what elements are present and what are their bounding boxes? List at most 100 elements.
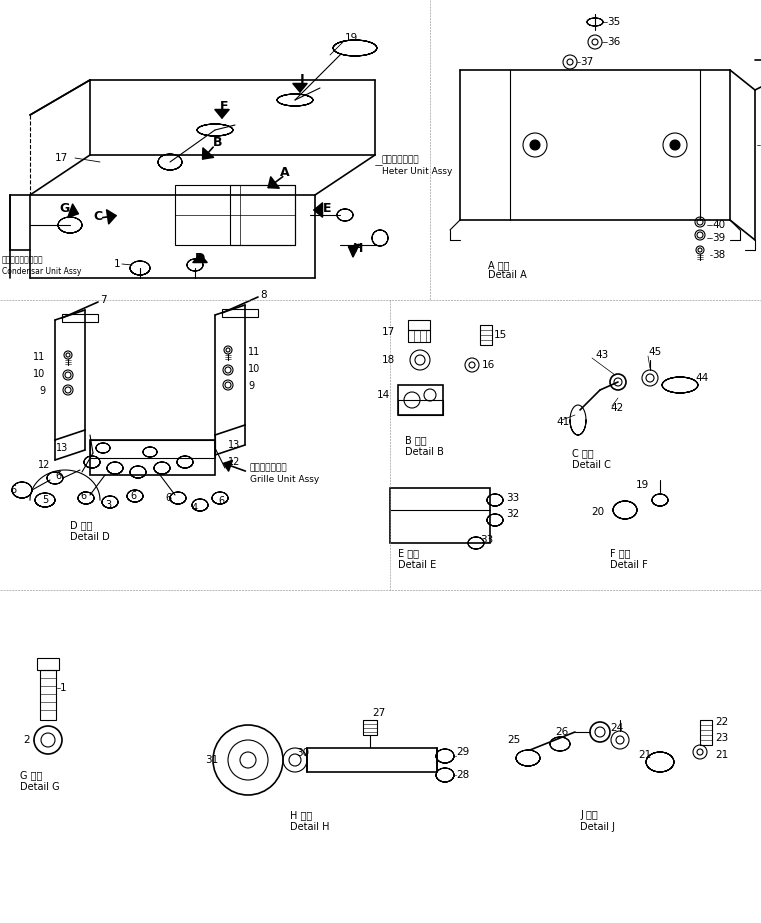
Bar bbox=[408, 330, 430, 342]
Text: D: D bbox=[195, 251, 205, 265]
Bar bbox=[90, 440, 215, 458]
Text: 16: 16 bbox=[482, 360, 495, 370]
Bar bbox=[363, 720, 377, 735]
Text: 30: 30 bbox=[296, 748, 309, 758]
Text: Detail B: Detail B bbox=[405, 447, 444, 457]
Text: 13: 13 bbox=[56, 443, 68, 453]
Text: A: A bbox=[280, 166, 290, 179]
Text: 15: 15 bbox=[494, 330, 508, 340]
Text: 22: 22 bbox=[715, 717, 728, 727]
Circle shape bbox=[530, 140, 540, 150]
Bar bbox=[37, 658, 59, 670]
Text: 45: 45 bbox=[648, 347, 661, 357]
Text: E: E bbox=[323, 201, 331, 214]
Text: 13: 13 bbox=[228, 440, 240, 450]
Text: 7: 7 bbox=[100, 295, 107, 305]
Text: Detail J: Detail J bbox=[580, 822, 615, 832]
Text: J 詳細: J 詳細 bbox=[580, 810, 597, 820]
Text: 25: 25 bbox=[507, 735, 520, 745]
Text: J: J bbox=[300, 74, 304, 87]
Text: 19: 19 bbox=[636, 480, 649, 490]
Text: 14: 14 bbox=[377, 390, 390, 400]
Text: 35: 35 bbox=[607, 17, 620, 27]
Text: 27: 27 bbox=[372, 708, 385, 718]
Text: 11: 11 bbox=[33, 352, 45, 362]
Text: B 詳細: B 詳細 bbox=[405, 435, 427, 445]
Text: 6: 6 bbox=[10, 485, 16, 495]
Text: 12: 12 bbox=[37, 460, 50, 470]
Bar bbox=[90, 440, 215, 475]
Text: 6: 6 bbox=[130, 491, 136, 501]
Bar bbox=[40, 670, 56, 720]
Bar bbox=[700, 720, 712, 745]
Text: 10: 10 bbox=[248, 364, 260, 374]
Text: 10: 10 bbox=[33, 369, 45, 379]
Text: 5: 5 bbox=[42, 495, 48, 505]
Text: 39: 39 bbox=[712, 233, 725, 243]
Text: G: G bbox=[60, 201, 70, 214]
Text: Detail H: Detail H bbox=[290, 822, 330, 832]
Text: 42: 42 bbox=[610, 403, 623, 413]
Text: D 詳細: D 詳細 bbox=[70, 520, 93, 530]
Text: Heter Unit Assy: Heter Unit Assy bbox=[382, 167, 452, 176]
Text: 26: 26 bbox=[555, 727, 568, 737]
Text: C: C bbox=[94, 210, 103, 223]
Text: 19: 19 bbox=[345, 33, 358, 43]
Bar bbox=[230, 185, 295, 245]
Text: Detail D: Detail D bbox=[70, 532, 110, 542]
Text: 2: 2 bbox=[24, 735, 30, 745]
Text: 17: 17 bbox=[55, 153, 68, 163]
Bar bbox=[222, 309, 258, 317]
Circle shape bbox=[670, 140, 680, 150]
Text: 37: 37 bbox=[580, 57, 594, 67]
Text: 9: 9 bbox=[39, 386, 45, 396]
Text: Condensar Unit Assy: Condensar Unit Assy bbox=[2, 267, 81, 275]
Text: 40: 40 bbox=[712, 220, 725, 230]
Text: コンデンサユニット: コンデンサユニット bbox=[2, 256, 43, 265]
Text: Detail C: Detail C bbox=[572, 460, 611, 470]
Text: 41: 41 bbox=[556, 417, 569, 427]
Bar bbox=[398, 385, 443, 415]
Text: 12: 12 bbox=[228, 457, 240, 467]
Text: グリルユニット: グリルユニット bbox=[250, 463, 288, 473]
Text: Detail G: Detail G bbox=[20, 782, 59, 792]
Text: 18: 18 bbox=[382, 355, 395, 365]
Text: Grille Unit Assy: Grille Unit Assy bbox=[250, 475, 320, 485]
Text: 34: 34 bbox=[760, 140, 761, 150]
Text: 11: 11 bbox=[248, 347, 260, 357]
Bar bbox=[390, 488, 490, 543]
Text: 6: 6 bbox=[165, 493, 171, 503]
Text: C 詳細: C 詳細 bbox=[572, 448, 594, 458]
Text: ヒータユニット: ヒータユニット bbox=[382, 155, 419, 164]
Text: 6: 6 bbox=[80, 491, 86, 501]
Text: G 詳細: G 詳細 bbox=[20, 770, 43, 780]
Text: 20: 20 bbox=[591, 507, 604, 517]
Text: 33: 33 bbox=[480, 535, 493, 545]
Text: Detail A: Detail A bbox=[488, 270, 527, 280]
Text: 29: 29 bbox=[456, 747, 470, 757]
Text: 31: 31 bbox=[205, 755, 218, 765]
Text: H 詳細: H 詳細 bbox=[290, 810, 312, 820]
Text: 1: 1 bbox=[60, 683, 67, 693]
Text: 36: 36 bbox=[607, 37, 620, 47]
Text: 44: 44 bbox=[695, 373, 708, 383]
Text: B: B bbox=[213, 137, 223, 150]
Text: 4: 4 bbox=[192, 503, 198, 513]
Text: 8: 8 bbox=[260, 290, 266, 300]
Bar bbox=[175, 185, 295, 245]
Text: 1: 1 bbox=[113, 259, 120, 269]
Text: 6: 6 bbox=[55, 471, 61, 481]
Text: 43: 43 bbox=[595, 350, 608, 360]
Text: 3: 3 bbox=[105, 500, 111, 510]
Text: 21: 21 bbox=[638, 750, 651, 760]
Text: 24: 24 bbox=[610, 723, 623, 733]
Text: 21: 21 bbox=[715, 750, 728, 760]
Text: 38: 38 bbox=[712, 250, 725, 260]
Bar bbox=[62, 314, 98, 322]
Text: 32: 32 bbox=[506, 509, 519, 519]
Bar bbox=[408, 320, 430, 330]
Bar bbox=[307, 748, 437, 772]
Text: 33: 33 bbox=[506, 493, 519, 503]
Text: Detail E: Detail E bbox=[398, 560, 436, 570]
Text: A 詳細: A 詳細 bbox=[488, 260, 510, 270]
